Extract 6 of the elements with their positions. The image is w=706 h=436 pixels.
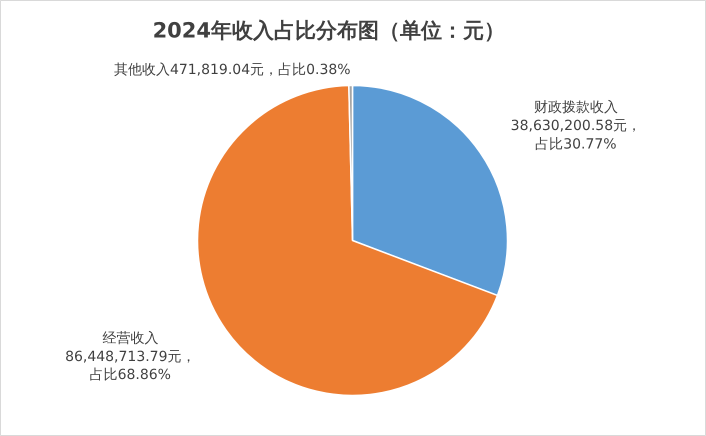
slice-label: 财政拨款收入	[534, 99, 618, 116]
chart-title: 2024年收入占比分布图（单位：元）	[152, 18, 506, 42]
slice-label: 经营收入	[102, 330, 158, 346]
data-label: 38,630,200.58元，占比30.77%	[510, 118, 642, 152]
data-label: 86,448,713.79元，占比68.86%	[65, 348, 196, 384]
slice-label: 其他收入471,819.04元，占比0.38%	[114, 62, 351, 78]
